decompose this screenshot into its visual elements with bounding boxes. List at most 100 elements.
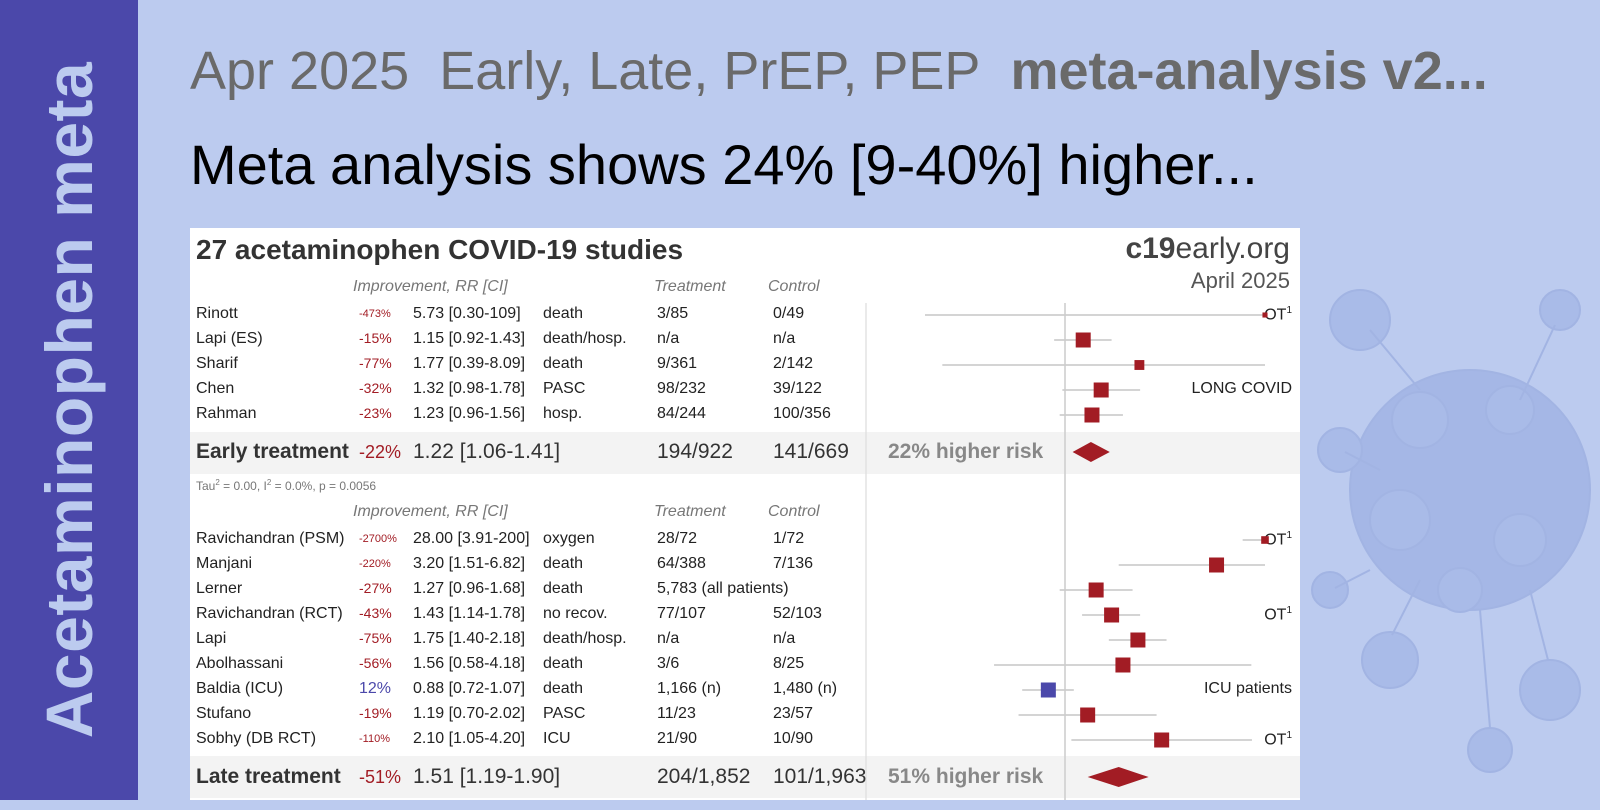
study-control: 100/356 xyxy=(773,405,831,422)
summary-name: Late treatment xyxy=(196,765,341,788)
study-control: 23/57 xyxy=(773,705,814,722)
study-rr: 28.00 [3.91-200] xyxy=(413,530,530,547)
study-name: Ravichandran (RCT) xyxy=(196,605,343,622)
site-logo-bold: c19 xyxy=(1125,232,1176,265)
heterogeneity-i: = 0.00, I xyxy=(219,479,267,493)
study-point xyxy=(1075,332,1091,348)
study-control: 7/136 xyxy=(773,555,814,572)
study-improvement: -77% xyxy=(359,355,392,371)
summary-risk: 22% higher risk xyxy=(888,440,1044,463)
study-note: LONG COVID xyxy=(1192,380,1292,398)
study-improvement: -473% xyxy=(359,308,391,320)
study-control: n/a xyxy=(773,630,796,647)
study-treatment: 21/90 xyxy=(657,730,698,747)
study-control: 52/103 xyxy=(773,605,822,622)
study-note-sup: 1 xyxy=(1286,305,1292,316)
study-improvement: -19% xyxy=(359,705,392,721)
study-name: Lapi (ES) xyxy=(196,330,263,347)
study-point xyxy=(1093,382,1109,398)
study-point xyxy=(1130,632,1146,648)
study-note: OT1 xyxy=(1264,305,1292,324)
study-treatment: 64/388 xyxy=(657,555,706,572)
study-name: Ravichandran (PSM) xyxy=(196,530,345,547)
study-point xyxy=(1154,732,1170,748)
study-point xyxy=(1209,557,1225,573)
summary-risk: 51% higher risk xyxy=(888,765,1044,788)
study-outcome: hosp. xyxy=(543,405,583,422)
study-point xyxy=(1040,682,1056,698)
study-point xyxy=(1261,536,1269,544)
study-rr: 1.27 [0.96-1.68] xyxy=(413,580,526,597)
study-improvement: -23% xyxy=(359,405,392,421)
study-rr: 1.19 [0.70-2.02] xyxy=(413,705,526,722)
study-treatment: 84/244 xyxy=(657,405,706,422)
headline-scope: Early, Late, PrEP, PEP xyxy=(439,41,981,101)
study-control: 1,480 (n) xyxy=(773,680,838,697)
study-rr: 1.23 [0.96-1.56] xyxy=(413,405,526,422)
study-point xyxy=(1134,360,1145,370)
study-outcome: PASC xyxy=(543,705,586,722)
study-note-text: OT xyxy=(1264,606,1287,624)
study-name: Manjani xyxy=(196,555,253,572)
study-note-sup: 1 xyxy=(1286,730,1292,741)
study-improvement: -27% xyxy=(359,580,392,596)
study-improvement: -220% xyxy=(359,558,391,570)
summary-treatment: 194/922 xyxy=(657,440,733,463)
study-rr: 0.88 [0.72-1.07] xyxy=(413,680,526,697)
study-note-sup: 1 xyxy=(1286,605,1292,616)
study-control: 10/90 xyxy=(773,730,814,747)
study-rr: 1.43 [1.14-1.78] xyxy=(413,605,526,622)
study-improvement: -56% xyxy=(359,655,392,671)
heterogeneity-rest: = 0.0%, p = 0.0056 xyxy=(271,479,377,493)
study-control: 1/72 xyxy=(773,530,805,547)
study-treatment: 9/361 xyxy=(657,355,698,372)
study-control: 2/142 xyxy=(773,355,814,372)
study-name: Sobhy (DB RCT) xyxy=(196,730,317,747)
heterogeneity-i-sup: 2 xyxy=(266,478,272,487)
headline-meta: Apr 2025 Early, Late, PrEP, PEP meta-ana… xyxy=(190,40,1488,102)
study-treatment: 3/6 xyxy=(657,655,680,672)
header-control: Control xyxy=(768,278,820,295)
study-rr: 2.10 [1.05-4.20] xyxy=(413,730,526,747)
study-point xyxy=(1088,582,1104,598)
summary-band xyxy=(190,432,1300,474)
summary-treatment: 204/1,852 xyxy=(657,765,751,788)
study-outcome: no recov. xyxy=(543,605,608,622)
study-control: 39/122 xyxy=(773,380,822,397)
header-improvement: Improvement, RR [CI] xyxy=(353,503,508,520)
study-note: OT1 xyxy=(1264,730,1292,749)
study-outcome: death xyxy=(543,680,584,697)
study-name: Abolhassani xyxy=(196,655,284,672)
study-point xyxy=(1080,707,1096,723)
study-note-text: OT xyxy=(1264,306,1287,324)
study-treatment: 11/23 xyxy=(657,705,696,722)
study-outcome: PASC xyxy=(543,380,586,397)
sidebar: Acetaminophen meta xyxy=(0,0,138,800)
headline-summary: Meta analysis shows 24% [9-40%] higher..… xyxy=(190,133,1258,196)
study-name: Chen xyxy=(196,380,235,397)
study-treatment: 5,783 (all patients) xyxy=(657,580,789,597)
study-rr: 3.20 [1.51-6.82] xyxy=(413,555,526,572)
study-point xyxy=(1115,657,1131,673)
study-outcome: death/hosp. xyxy=(543,330,627,347)
study-name: Lapi xyxy=(196,630,227,647)
summary-improvement: -51% xyxy=(359,767,402,787)
study-rr: 1.75 [1.40-2.18] xyxy=(413,630,526,647)
site-logo-rest: early.org xyxy=(1175,232,1291,265)
study-rr: 1.32 [0.98-1.78] xyxy=(413,380,526,397)
forest-plot-panel: 27 acetaminophen COVID-19 studies c19ear… xyxy=(190,228,1300,800)
study-treatment: 77/107 xyxy=(657,605,706,622)
study-treatment: n/a xyxy=(657,330,680,347)
study-improvement: -43% xyxy=(359,605,392,621)
study-treatment: n/a xyxy=(657,630,680,647)
headline-date: Apr 2025 xyxy=(190,41,410,101)
site-logo: c19early.org xyxy=(1125,232,1290,266)
sidebar-title: Acetaminophen meta xyxy=(32,61,106,739)
summary-rr: 1.51 [1.19-1.90] xyxy=(413,765,561,788)
header-treatment: Treatment xyxy=(654,278,726,295)
heterogeneity-stats: Tau2 = 0.00, I2 = 0.0%, p = 0.0056 xyxy=(196,478,376,493)
study-note-text: OT xyxy=(1264,531,1287,549)
study-note-sup: 1 xyxy=(1286,530,1292,541)
study-rr: 1.77 [0.39-8.09] xyxy=(413,355,526,372)
summary-control: 101/1,963 xyxy=(773,765,867,788)
